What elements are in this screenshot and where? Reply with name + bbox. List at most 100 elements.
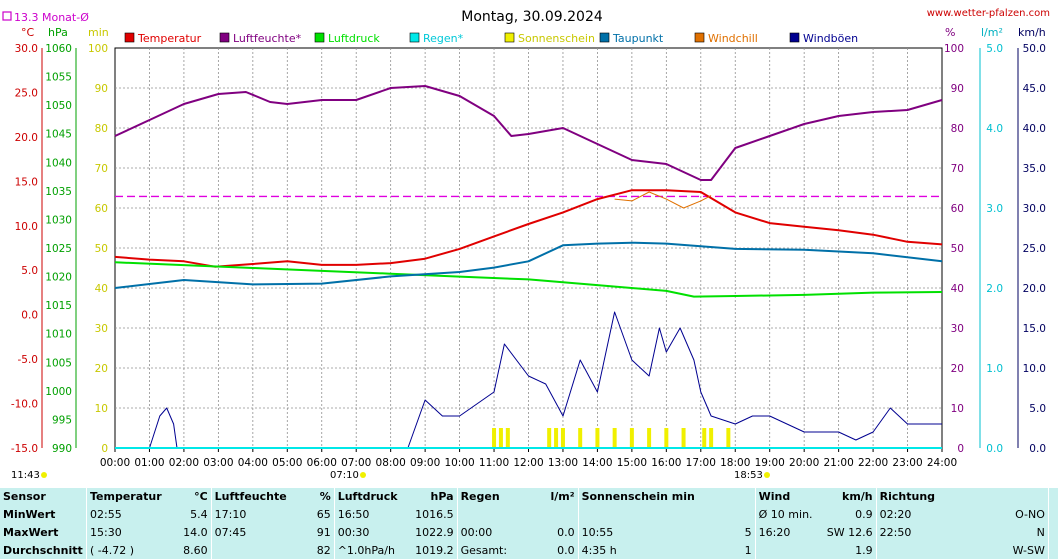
cell: 4:35 h xyxy=(577,541,712,559)
temp-tick-label: -10.0 xyxy=(11,399,38,411)
sunshine-bar xyxy=(664,428,669,448)
time-tick-label: 03:00 xyxy=(203,457,233,469)
cell xyxy=(456,505,522,524)
pressure-tick-label: 990 xyxy=(52,443,72,455)
sunshine-bar xyxy=(492,428,497,448)
temp-tick-label: 25.0 xyxy=(15,87,38,99)
pressure-tick-label: 1025 xyxy=(45,243,72,255)
legend-swatch xyxy=(409,32,420,43)
pressure-tick-label: 995 xyxy=(52,414,72,426)
summary-header: Temperatur xyxy=(85,488,165,506)
sun-tick-label: 0 xyxy=(101,443,108,455)
summary-header: Luftdruck xyxy=(333,488,401,506)
time-tick-label: 08:00 xyxy=(376,457,406,469)
legend-label: Taupunkt xyxy=(612,32,664,45)
cell: 16:50 xyxy=(333,505,401,524)
sun-tick-label: 10 xyxy=(95,403,108,415)
cell xyxy=(712,506,755,524)
sun-tick-label: 60 xyxy=(95,203,108,215)
cell xyxy=(210,541,290,559)
summary-header: Regen xyxy=(456,488,522,506)
time-tick-label: 07:00 xyxy=(341,457,371,469)
wind-tick-label: 45.0 xyxy=(1023,83,1046,95)
time-tick-label: 16:00 xyxy=(651,457,681,469)
cell: 1.9 xyxy=(855,543,873,557)
rain-tick-label: 2.0 xyxy=(986,283,1003,295)
pressure-tick-label: 1040 xyxy=(45,157,72,169)
time-tick-label: 17:00 xyxy=(686,457,716,469)
time-tick-label: 04:00 xyxy=(238,457,268,469)
temp-tick-label: 5.0 xyxy=(21,265,38,277)
time-tick-label: 02:00 xyxy=(169,457,199,469)
sunshine-bar xyxy=(498,428,503,448)
cell: 0.9 xyxy=(855,508,873,522)
sunshine-bar xyxy=(709,428,714,448)
temp-tick-label: -5.0 xyxy=(18,354,39,366)
wind-tick-label: 50.0 xyxy=(1023,43,1046,55)
summary-header: hPa xyxy=(430,490,454,504)
row-label: MaxWert xyxy=(3,525,59,539)
summary-filler xyxy=(1047,488,1058,506)
wind-tick-label: 10.0 xyxy=(1023,363,1046,375)
rain-tick-label: 4.0 xyxy=(986,123,1003,135)
moon-icon xyxy=(41,472,47,478)
cell: 82 xyxy=(316,543,331,557)
cell: 14.0 xyxy=(183,525,208,539)
humidity-tick-label: 10 xyxy=(951,403,964,415)
row-label: MinWert xyxy=(3,508,56,522)
time-tick-label: 12:00 xyxy=(513,457,543,469)
legend-label: Windböen xyxy=(803,32,858,45)
sun-tick-label: 30 xyxy=(95,323,108,335)
cell: ( -4.72 ) xyxy=(85,541,165,559)
sunshine-bar xyxy=(595,428,600,448)
legend-swatch xyxy=(694,32,705,43)
sunshine-bar xyxy=(647,428,652,448)
time-tick-label: 10:00 xyxy=(444,457,474,469)
legend-label: Temperatur xyxy=(137,32,202,45)
humidity-tick-label: 90 xyxy=(951,83,964,95)
summary-filler xyxy=(1047,505,1058,524)
time-tick-label: 21:00 xyxy=(823,457,853,469)
sun-tick-label: 50 xyxy=(95,243,108,255)
wind-tick-label: 30.0 xyxy=(1023,203,1046,215)
pressure-tick-label: 1030 xyxy=(45,214,72,226)
humidity-tick-label: 30 xyxy=(951,323,964,335)
summary-header: °C xyxy=(194,490,208,504)
legend-label: Sonnenschein xyxy=(518,32,595,45)
cell: Gesamt: xyxy=(456,541,522,559)
summary-header: l/m² xyxy=(550,490,575,504)
time-tick-label: 14:00 xyxy=(582,457,612,469)
moonrise-time: 11:43 xyxy=(11,470,40,481)
summary-header-row: Sensor Temperatur °C Luftfeuchte % Luftd… xyxy=(0,488,1058,506)
wind-tick-label: 5.0 xyxy=(1029,403,1046,415)
wind-tick-label: 40.0 xyxy=(1023,123,1046,135)
summary-row-max: MaxWert 15:30 14.0 07:45 91 00:30 1022.9… xyxy=(0,523,1058,542)
temp-tick-label: 15.0 xyxy=(15,176,38,188)
cell xyxy=(875,541,962,559)
row-label: Durchschnitt xyxy=(3,543,83,557)
cell: 22:50 xyxy=(875,523,962,542)
time-tick-label: 18:00 xyxy=(720,457,750,469)
bottom-marks: 11:43 07:10 18:53 xyxy=(11,470,770,481)
site-link[interactable]: www.wetter-pfalzen.com xyxy=(927,8,1050,19)
pressure-tick-label: 1000 xyxy=(45,386,72,398)
temp-tick-label: -15.0 xyxy=(11,443,38,455)
sunshine-bar xyxy=(547,428,552,448)
humidity-tick-label: 100 xyxy=(944,43,964,55)
sunset-icon xyxy=(764,472,770,478)
legend-swatch xyxy=(219,32,230,43)
humidity-tick-label: 80 xyxy=(951,123,964,135)
legend-label: Luftdruck xyxy=(328,32,380,45)
cell: 5.4 xyxy=(190,508,208,522)
time-tick-label: 01:00 xyxy=(134,457,164,469)
legend-swatch xyxy=(504,32,515,43)
pressure-tick-label: 1015 xyxy=(45,300,72,312)
summary-row-min: MinWert 02:55 5.4 17:10 65 16:50 1016.5 … xyxy=(0,505,1058,524)
cell: 0.0 xyxy=(557,525,575,539)
summary-table: Sensor Temperatur °C Luftfeuchte % Luftd… xyxy=(0,488,1058,559)
sun-tick-label: 90 xyxy=(95,83,108,95)
temp-tick-label: 20.0 xyxy=(15,132,38,144)
summary-header: km/h xyxy=(842,490,873,504)
unit-percent: % xyxy=(945,26,955,39)
legend-label: Regen* xyxy=(423,32,464,45)
